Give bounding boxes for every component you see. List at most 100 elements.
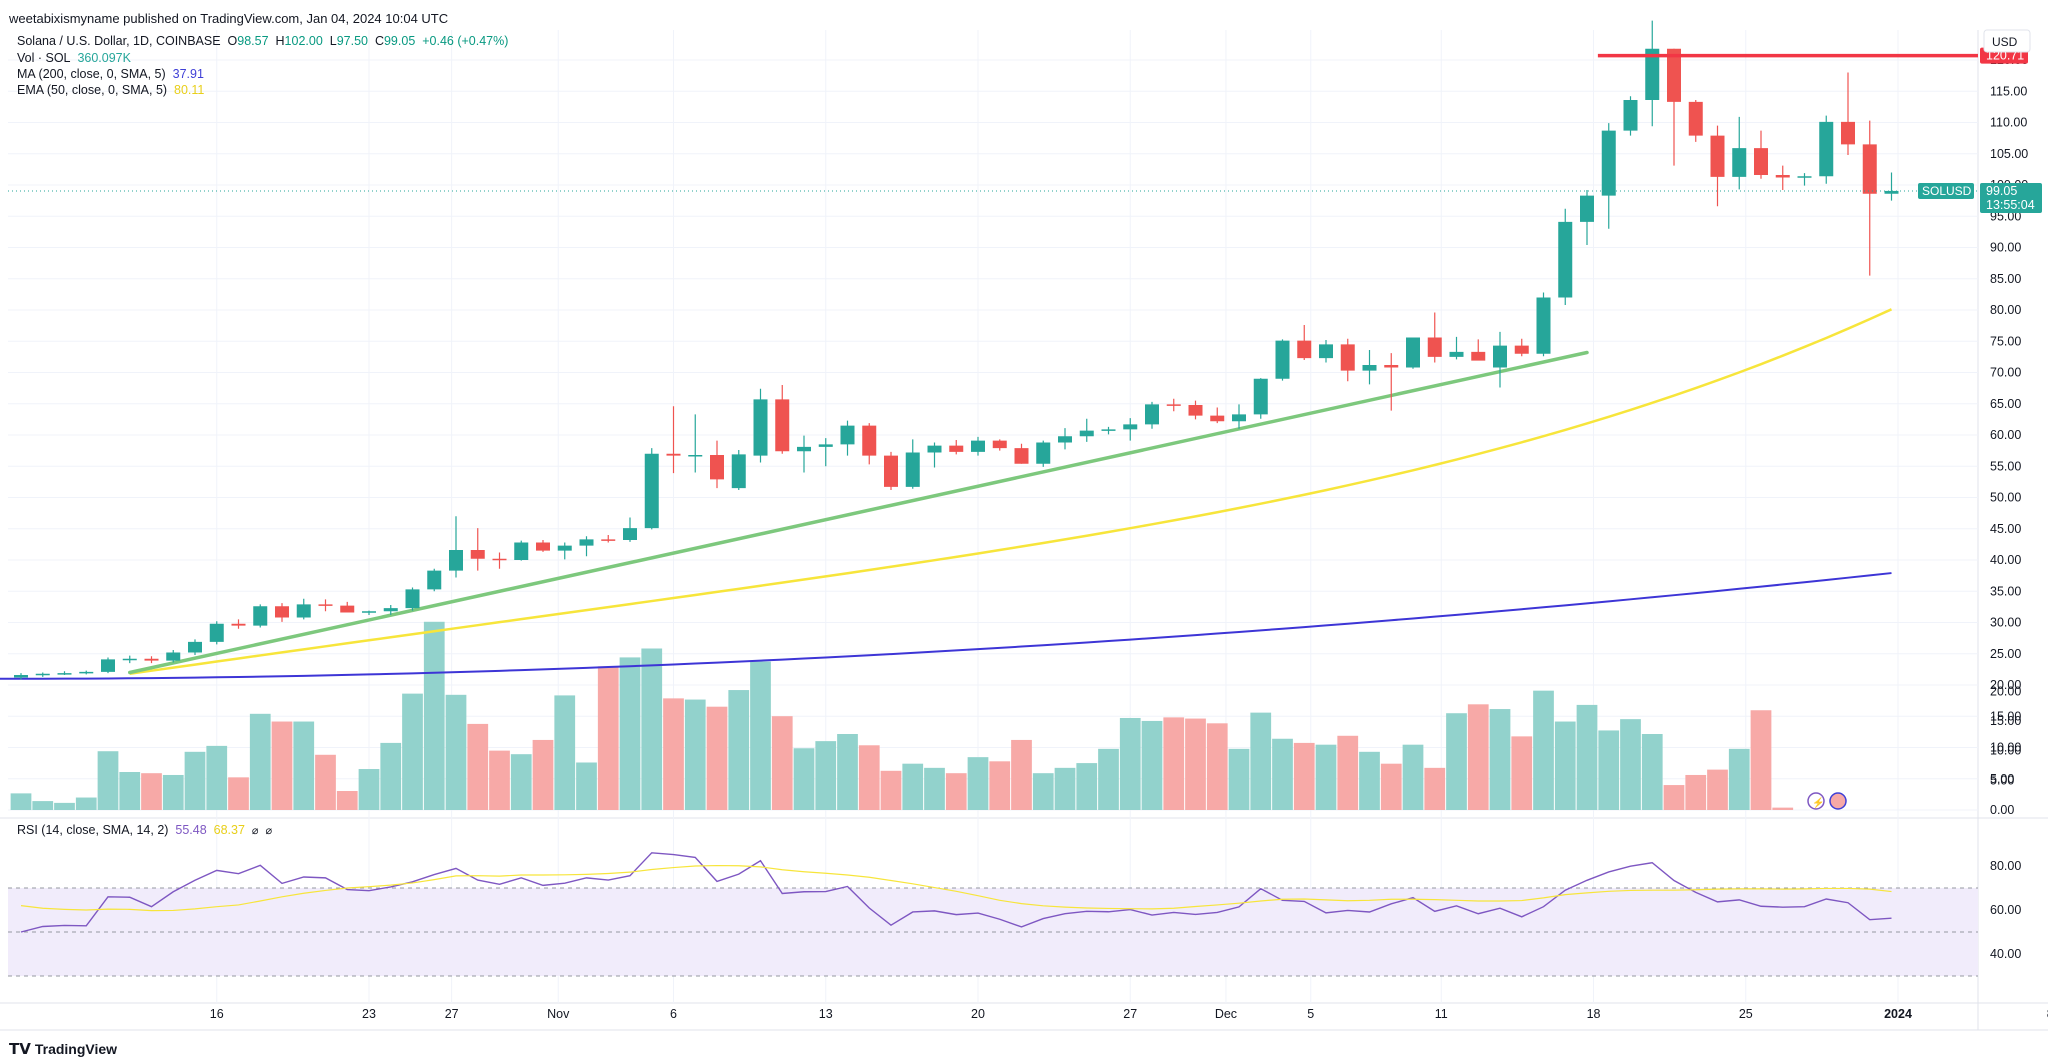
- volume-bar: [423, 621, 445, 810]
- candle-body: [1819, 121, 1834, 177]
- candle: [992, 439, 1007, 451]
- currency-box: [1983, 29, 2031, 53]
- candle: [1732, 116, 1747, 190]
- volume-bar: [402, 693, 423, 810]
- volume-bar: [510, 754, 532, 810]
- candle: [731, 450, 746, 490]
- volume-bar: [924, 767, 945, 810]
- time-tick-label: 5: [1307, 1007, 1314, 1021]
- candle-body: [1536, 297, 1551, 354]
- volume-bar: [10, 793, 32, 810]
- volume-bar: [706, 706, 728, 810]
- candle: [1493, 331, 1507, 388]
- price-tick-label: 75.00: [1990, 334, 2021, 348]
- ma200-legend[interactable]: MA (200, close, 0, SMA, 5) 37.91: [17, 67, 204, 81]
- volume-bar: [1250, 712, 1272, 810]
- candle-body: [122, 658, 137, 661]
- candle: [1253, 378, 1268, 419]
- candle: [1232, 404, 1246, 429]
- candle-body: [1253, 378, 1268, 415]
- published-line: weetabixismyname published on TradingVie…: [9, 11, 449, 26]
- volume-tick-label: 10.00: [1990, 744, 2021, 758]
- candle: [1645, 20, 1660, 127]
- price-tick-label: 20.00: [1990, 678, 2021, 692]
- candle-body: [1884, 190, 1899, 194]
- ohlc-open: O98.57: [227, 34, 269, 48]
- lightning-glyph: ⚡: [1812, 796, 1824, 809]
- candle: [1819, 115, 1834, 184]
- price-tick-label: 35.00: [1990, 584, 2021, 598]
- price-tick-label: 85.00: [1990, 272, 2021, 286]
- volume-bar: [1446, 713, 1467, 810]
- volume-bar: [1402, 744, 1424, 810]
- candle-body: [1493, 345, 1507, 368]
- candle-body: [449, 550, 463, 571]
- candle-body: [35, 673, 50, 676]
- volume-bar: [1598, 730, 1620, 810]
- volume-bar: [358, 769, 380, 810]
- candle-body: [231, 623, 246, 626]
- candle-body: [340, 605, 355, 613]
- volume-bar: [1011, 739, 1032, 810]
- time-tick-label: 27: [1123, 1007, 1137, 1021]
- volume-bar: [1185, 718, 1206, 810]
- candle-body: [1797, 176, 1812, 178]
- candle-body: [427, 570, 442, 590]
- volume-bar: [1141, 720, 1163, 810]
- symbol-legend[interactable]: Solana / U.S. Dollar, 1D, COINBASE O98.5…: [17, 34, 508, 48]
- rsi-legend[interactable]: RSI (14, close, SMA, 14, 2) 55.48 68.37 …: [17, 823, 272, 837]
- price-tick-label: 110.00: [1990, 116, 2027, 130]
- volume-bar: [1359, 751, 1380, 810]
- volume-legend[interactable]: Vol · SOL 360.097K: [17, 51, 131, 65]
- candle-body: [253, 606, 268, 626]
- candle: [862, 423, 877, 465]
- candle-body: [296, 604, 311, 618]
- settings-icon[interactable]: ⌀: [265, 825, 273, 837]
- candle: [1688, 100, 1703, 142]
- volume-bar: [1533, 690, 1554, 810]
- candle-body: [1232, 414, 1246, 422]
- price-tick-label: 5.00: [1990, 772, 2014, 786]
- candle: [1297, 325, 1312, 360]
- volume-bar: [162, 774, 184, 810]
- visibility-icon[interactable]: ⌀: [251, 825, 259, 837]
- volume-bar: [32, 801, 54, 810]
- volume-bar: [684, 699, 706, 810]
- volume-bar: [1554, 721, 1576, 810]
- candle-body: [275, 606, 289, 618]
- tradingview-logo[interactable]: 𝗧𝗩 TradingView: [9, 1040, 117, 1058]
- volume-bar: [1163, 717, 1185, 810]
- candle: [296, 598, 311, 620]
- candle-body: [688, 455, 703, 457]
- candle: [318, 599, 333, 612]
- price-tick-label: 105.00: [1990, 147, 2028, 161]
- candle-body: [101, 659, 115, 672]
- candle-body: [623, 528, 637, 540]
- volume-bar: [1272, 738, 1293, 810]
- ema50-legend[interactable]: EMA (50, close, 0, SMA, 5) 80.11: [17, 83, 204, 97]
- time-tick-label: 18: [1587, 1007, 1601, 1021]
- volume-bar: [989, 761, 1011, 810]
- volume-bar: [1620, 719, 1641, 810]
- candle: [644, 448, 659, 530]
- price-tick-label: 40.00: [1990, 553, 2021, 567]
- volume-bar: [54, 802, 75, 810]
- price-tick-label: 90.00: [1990, 241, 2021, 255]
- price-tick-label: 50.00: [1990, 491, 2021, 505]
- candle: [1667, 48, 1681, 166]
- volume-tick-label: 15.00: [1990, 714, 2021, 728]
- volume-bar: [315, 754, 336, 810]
- candle: [470, 528, 485, 571]
- candle: [383, 605, 398, 615]
- volume-bar: [1032, 773, 1054, 810]
- symbol-tag-box: [1918, 182, 1974, 199]
- candle-body: [992, 440, 1007, 449]
- volume-bar: [663, 698, 684, 810]
- rsi-label: RSI (14, close, SMA, 14, 2): [17, 823, 169, 837]
- ma200-line: [0, 572, 1892, 680]
- candle-body: [514, 542, 529, 560]
- rsi-ma-line: [20, 864, 1892, 912]
- time-tick-label: 2024: [1884, 1007, 1912, 1021]
- candle: [1558, 208, 1573, 305]
